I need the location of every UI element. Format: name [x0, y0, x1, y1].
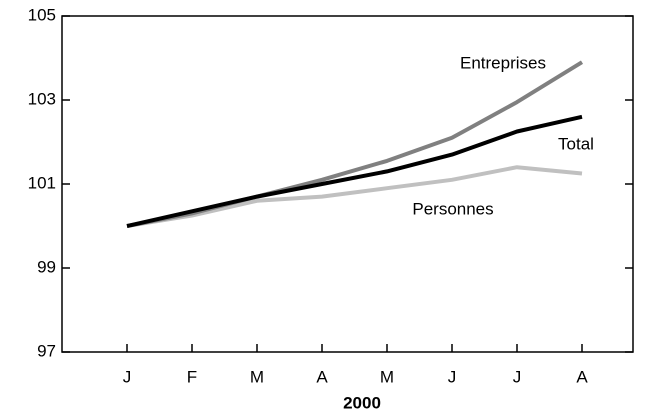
y-tick-label: 99: [37, 257, 56, 276]
x-tick-label: J: [513, 367, 522, 386]
x-tick-label: F: [187, 367, 197, 386]
x-tick-label: A: [316, 367, 328, 386]
series-label: Personnes: [412, 199, 493, 218]
y-tick-label: 105: [28, 5, 56, 24]
plot-frame: [61, 15, 634, 353]
x-tick-label: J: [448, 367, 457, 386]
x-axis-label: 2000: [343, 393, 381, 412]
series-label: Total: [558, 134, 594, 153]
y-tick-label: 101: [28, 173, 56, 192]
x-tick-label: A: [576, 367, 588, 386]
y-tick-label: 97: [37, 341, 56, 360]
x-tick-label: M: [250, 367, 264, 386]
series-line: [126, 165, 583, 228]
series-label: Entreprises: [460, 53, 546, 72]
x-tick-label: J: [123, 367, 132, 386]
x-tick-label: M: [380, 367, 394, 386]
series-line: [126, 114, 583, 228]
series-line: [126, 60, 584, 228]
y-tick-label: 103: [28, 89, 56, 108]
